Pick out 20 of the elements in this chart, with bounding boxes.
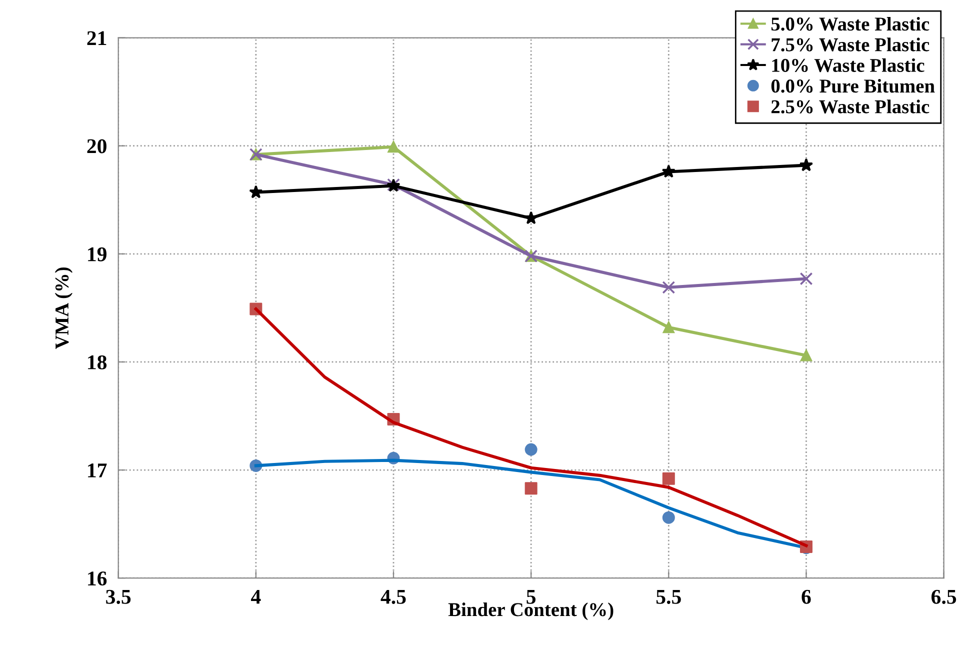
legend-label: 0.0% Pure Bitumen — [771, 78, 935, 93]
x-tick-label: 4 — [250, 590, 261, 604]
y-tick-label: 16 — [88, 572, 107, 586]
legend-label: 7.5% Waste Plastic — [772, 38, 930, 52]
y-tick-label: 17 — [88, 463, 107, 478]
x-tick-label: 5 — [526, 590, 536, 604]
legend-label: 5.0% Waste Plastic — [771, 16, 930, 31]
legend-label: 2.5% Waste Plastic — [771, 100, 930, 114]
x-tick-label: 3.5 — [106, 590, 131, 604]
y-axis-title: VMA (%) — [54, 267, 73, 350]
y-tick-label: 19 — [88, 247, 106, 262]
y-tick-label: 21 — [87, 31, 106, 45]
legend-label: 10% Waste Plastic — [772, 58, 924, 72]
x-tick-label: 6 — [802, 590, 811, 604]
y-tick-label: 20 — [87, 139, 106, 154]
x-tick-label: 4.5 — [380, 590, 406, 604]
y-tick-label: 18 — [88, 355, 107, 370]
x-axis-title: Binder Content (%) — [448, 602, 614, 620]
x-tick-label: 5.5 — [656, 590, 681, 604]
x-tick-label: 6.5 — [932, 590, 956, 604]
